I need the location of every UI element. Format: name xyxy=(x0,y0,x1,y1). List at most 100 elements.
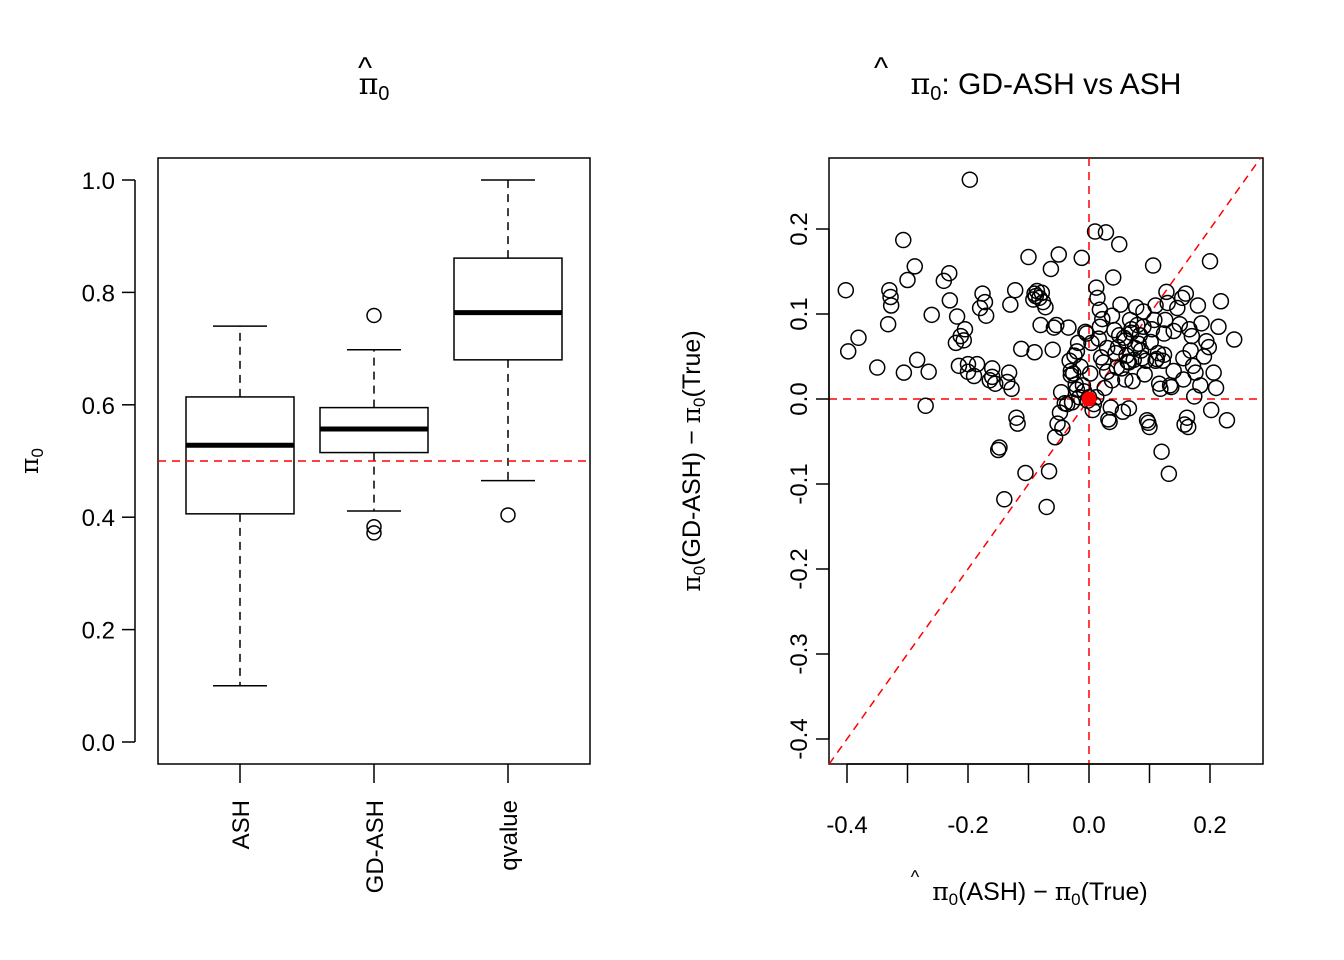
scatter-point xyxy=(1158,283,1175,301)
scatter-point xyxy=(968,355,986,373)
scatter-point xyxy=(1163,378,1180,396)
scatter-point xyxy=(1003,380,1020,398)
box-ash xyxy=(185,325,295,687)
scatter-point xyxy=(1012,340,1030,358)
scatter-point xyxy=(983,360,1001,377)
y-tick-label: -0.1 xyxy=(786,463,813,504)
scatter-point xyxy=(956,321,974,338)
scatter-point xyxy=(991,439,1008,456)
scatter-point xyxy=(1048,316,1065,334)
scatter-point xyxy=(899,271,916,289)
box-iqr xyxy=(185,396,295,515)
outlier-point xyxy=(500,507,516,523)
scatter-point xyxy=(1006,281,1024,299)
scatter-point xyxy=(1088,279,1105,296)
y-tick-label: 0.2 xyxy=(82,618,115,645)
box-qvalue xyxy=(453,179,563,523)
scatter-point xyxy=(1038,498,1055,516)
scatter-point xyxy=(1091,318,1109,335)
svg-text:π0: π0 xyxy=(15,448,47,474)
x-tick-label: GD-ASH xyxy=(362,800,389,893)
scatter-point xyxy=(941,292,959,309)
hat-accent: ^ xyxy=(358,52,372,85)
scatter-point xyxy=(1136,366,1153,383)
scatter-xlabel: π0(ASH) − π0(True) xyxy=(932,877,1148,909)
scatter-point xyxy=(1062,362,1080,380)
scatter-point xyxy=(1160,465,1178,483)
scatter-point xyxy=(1212,293,1230,310)
scatter-point xyxy=(1008,409,1025,426)
scatter-point xyxy=(1137,352,1155,369)
scatter-point xyxy=(1147,297,1164,314)
scatter-point xyxy=(1032,316,1049,334)
scatter-point xyxy=(1132,342,1150,359)
svg-text:π0(GD-ASH) − π0(True): π0(GD-ASH) − π0(True) xyxy=(677,330,709,591)
scatter-ylabel: π0(GD-ASH) − π0(True) xyxy=(677,330,709,591)
scatter-point xyxy=(1094,310,1111,328)
scatter-point xyxy=(1225,331,1243,348)
y-tick-label: 1.0 xyxy=(82,168,115,195)
hat-accent: ^ xyxy=(874,52,888,85)
scatter-point xyxy=(1189,297,1207,314)
scatter-point xyxy=(1089,289,1106,307)
scatter-point xyxy=(1111,236,1128,253)
scatter-point xyxy=(1117,371,1134,388)
x-tick-label: 0.2 xyxy=(1193,812,1226,839)
scatter-point xyxy=(1200,338,1218,356)
scatter-point xyxy=(1002,296,1019,313)
scatter-point xyxy=(917,397,934,415)
y-tick-label: -0.4 xyxy=(786,718,813,759)
x-tick-label: qvalue xyxy=(496,800,523,871)
scatter-point xyxy=(1155,325,1173,342)
scatter-point xyxy=(940,264,958,282)
scatter-point xyxy=(1165,322,1182,340)
box-iqr xyxy=(453,257,563,361)
scatter-point xyxy=(1179,418,1197,436)
scatter-point xyxy=(850,329,867,347)
scatter-point xyxy=(1144,257,1162,274)
scatter-point xyxy=(1169,299,1186,317)
scatter-point xyxy=(920,363,937,381)
scatter-point xyxy=(1143,321,1161,338)
scatter-point xyxy=(1009,415,1026,432)
scatter-point xyxy=(1097,224,1115,241)
scatter-point xyxy=(1120,400,1138,417)
scatter-point xyxy=(1154,352,1172,369)
y-tick-label: 0.8 xyxy=(82,280,115,307)
x-tick-label: ASH xyxy=(228,800,255,849)
y-tick-label: 0.0 xyxy=(82,730,115,757)
scatter-point xyxy=(839,343,857,360)
scatter-point xyxy=(1193,315,1210,332)
scatter-point xyxy=(1098,339,1116,357)
scatter-point xyxy=(1156,311,1174,329)
scatter-point xyxy=(1177,285,1195,302)
scatter-point xyxy=(1155,346,1173,364)
scatter-point xyxy=(986,375,1004,392)
scatter-point xyxy=(1175,349,1192,367)
scatter-point xyxy=(1020,248,1037,266)
scatter-panel: π0: GD-ASH vs ASH ^ -0.4 -0.3 -0.2 -0.1 0.0 0… xyxy=(677,52,1264,909)
scatter-point xyxy=(976,293,994,311)
scatter-point xyxy=(1147,352,1164,369)
scatter-frame xyxy=(828,157,1264,765)
scatter-point xyxy=(882,297,900,314)
scatter-point xyxy=(1178,409,1196,426)
scatter-point xyxy=(1205,364,1222,381)
scatter-point xyxy=(1192,377,1209,394)
scatter-point xyxy=(923,306,940,324)
scatter-point xyxy=(1044,341,1061,358)
scatter-point xyxy=(1104,269,1122,286)
scatter-title: π0: GD-ASH vs ASH xyxy=(911,67,1182,105)
scatter-point xyxy=(1173,289,1191,307)
reference-line-diagonal xyxy=(828,157,1262,765)
scatter-point xyxy=(1102,399,1120,416)
scatter-point xyxy=(895,231,912,249)
scatter-point xyxy=(1086,223,1104,240)
scatter-point xyxy=(1026,344,1043,361)
scatter-point xyxy=(1037,298,1054,316)
scatter-point xyxy=(996,491,1013,508)
y-tick-label: 0.4 xyxy=(82,505,115,532)
scatter-point xyxy=(1098,363,1116,381)
boxplot-title: π0 xyxy=(359,67,390,105)
